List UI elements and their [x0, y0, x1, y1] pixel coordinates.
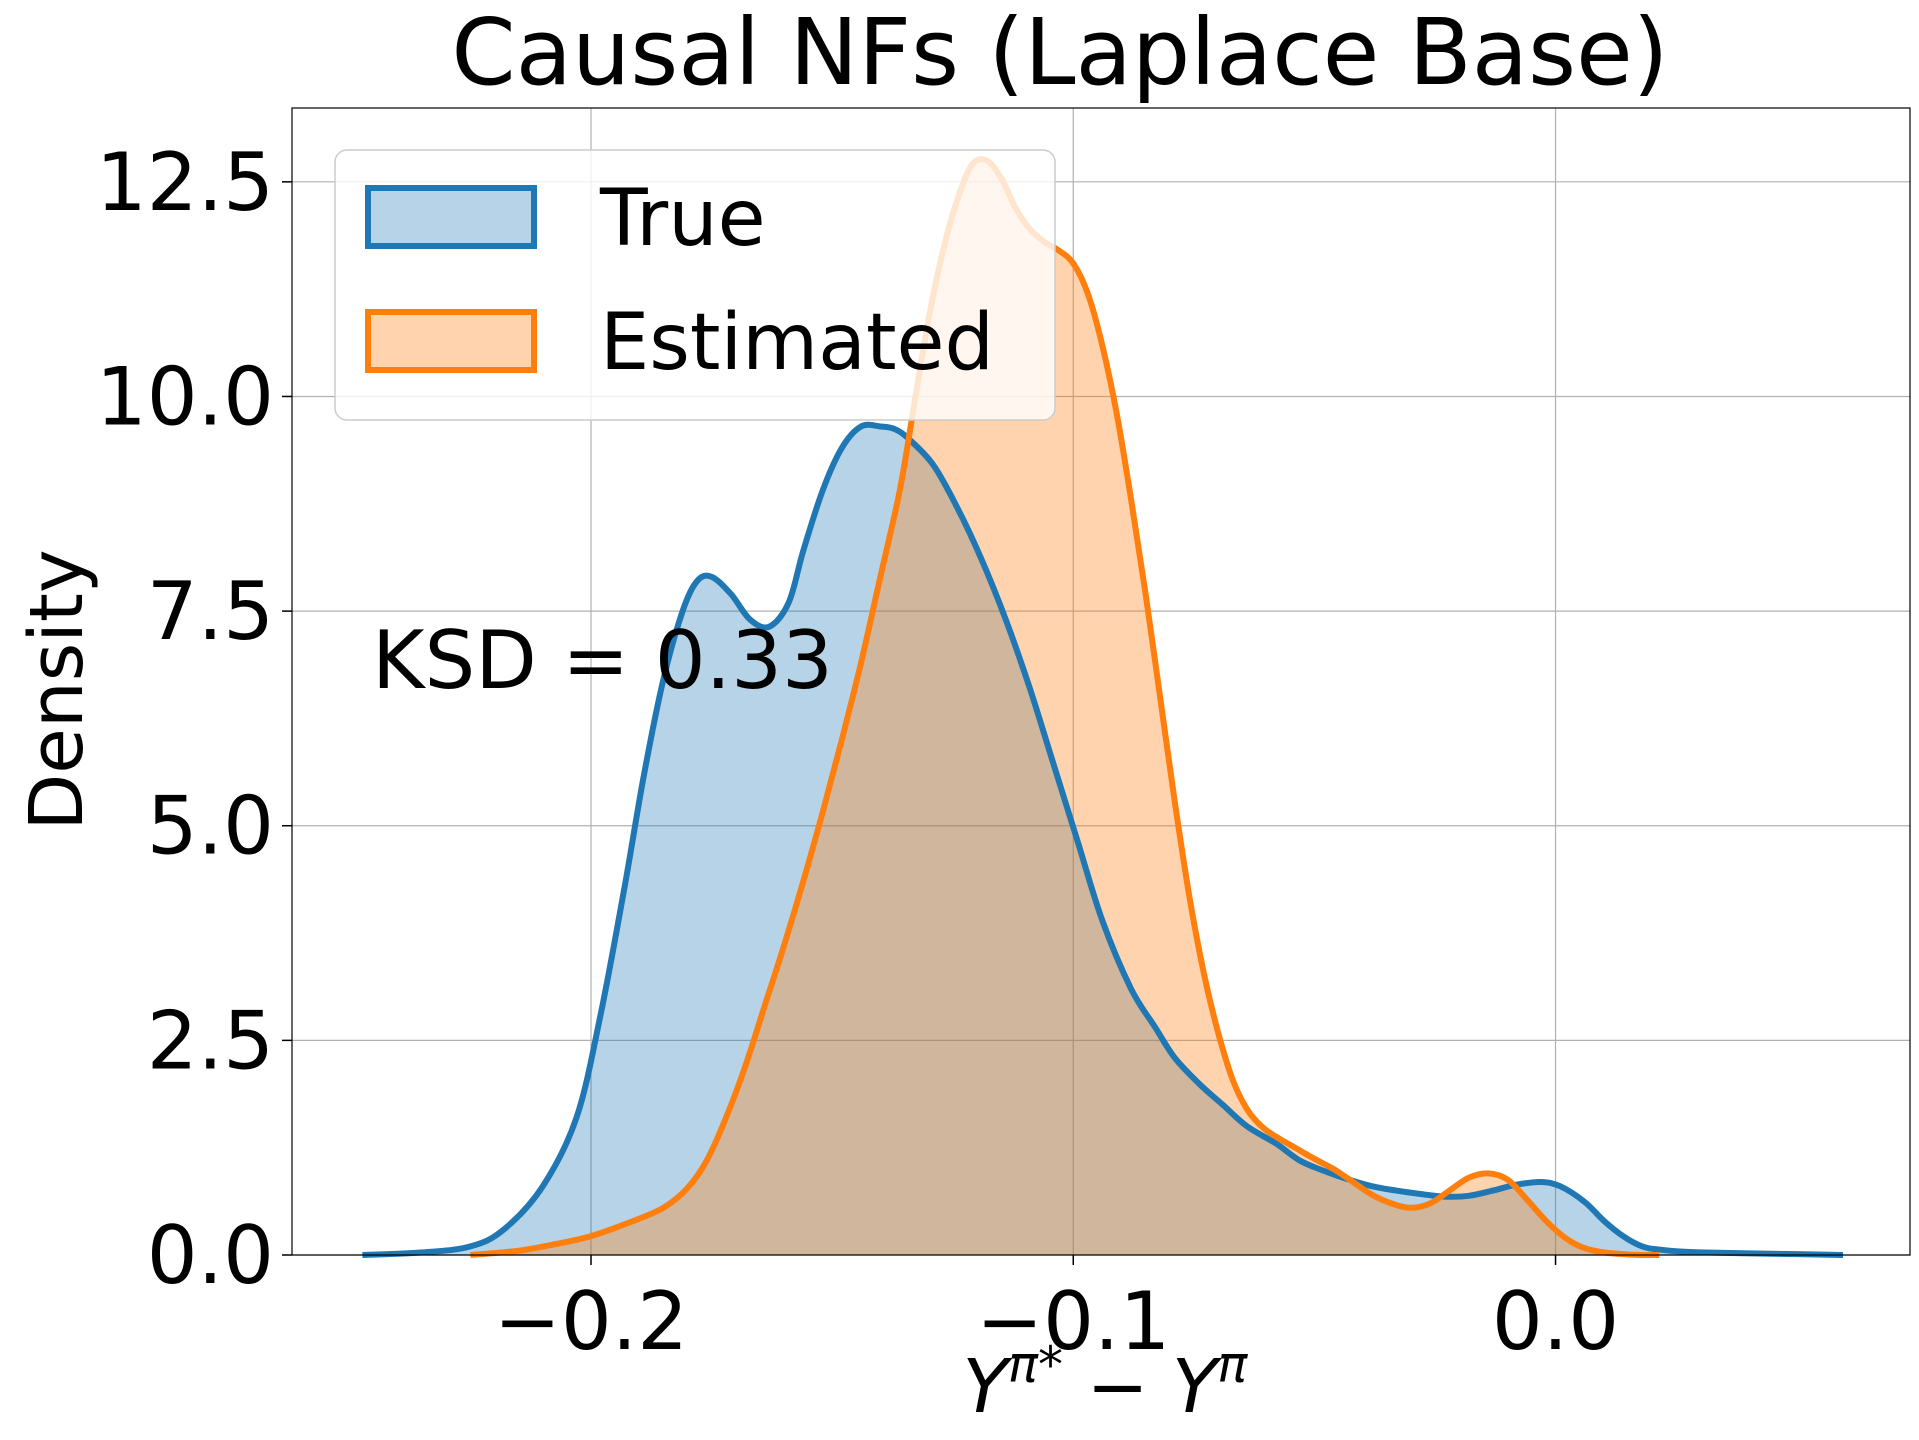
x-axis-label-base2: Y	[1172, 1344, 1223, 1430]
y-tick-label: 10.0	[96, 350, 274, 443]
density-line-true	[362, 421, 1844, 1258]
plot-frame	[291, 107, 1911, 1256]
density-line-estimated	[470, 156, 1660, 1259]
density-areas	[362, 159, 1843, 1256]
density-lines	[362, 156, 1844, 1259]
x-axis-label-minus: −	[1063, 1344, 1172, 1430]
x-axis-label-base: Y	[963, 1344, 1014, 1430]
x-axis-label: Yπ* − Yπ	[963, 1336, 1249, 1430]
legend-label-estimated: Estimated	[600, 298, 994, 388]
axis-ticks: −0.2 −0.1 0.0 0.0 2.5 5.0 7.5 10.0 12.5	[96, 136, 1619, 1368]
x-axis-label-sup1: π	[1008, 1336, 1039, 1394]
legend-label-true: True	[599, 174, 766, 264]
x-tick-label: −0.2	[494, 1275, 688, 1368]
x-tick-label: 0.0	[1492, 1275, 1619, 1368]
legend-swatch-estimated	[365, 309, 537, 373]
chart-title: Causal NFs (Laplace Base)	[451, 0, 1668, 106]
legend-frame	[334, 149, 1056, 421]
y-tick-label: 2.5	[147, 994, 274, 1087]
density-area-estimated	[470, 159, 1660, 1256]
y-tick-label: 12.5	[96, 136, 274, 229]
y-tick-label: 7.5	[147, 565, 274, 658]
y-tick-label: 0.0	[147, 1209, 274, 1302]
density-area-true	[362, 424, 1843, 1255]
legend: True Estimated	[334, 149, 1056, 421]
x-tick-label: −0.1	[976, 1275, 1170, 1368]
y-axis-label: Density	[14, 549, 100, 830]
ksd-annotation: KSD = 0.33	[372, 614, 833, 707]
x-axis-label-sup2: π	[1217, 1336, 1248, 1394]
legend-swatch-true	[365, 185, 537, 249]
y-tick-label: 5.0	[147, 780, 274, 873]
x-axis-label-star: *	[1038, 1336, 1063, 1394]
